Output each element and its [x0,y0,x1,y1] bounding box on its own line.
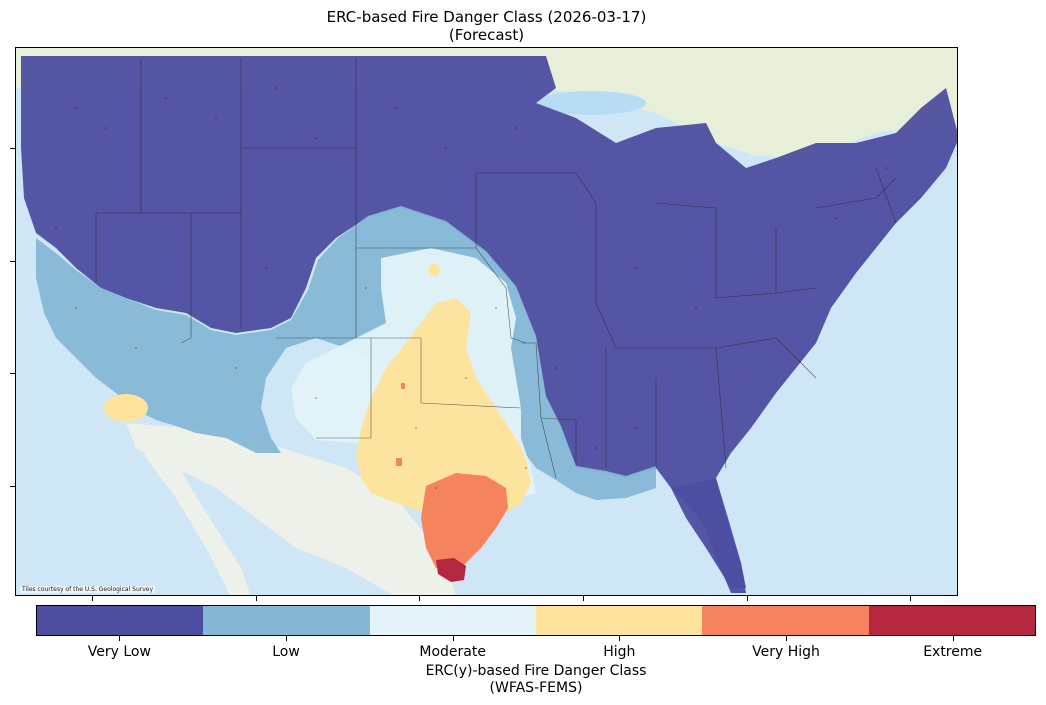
mexico-land [126,423,456,595]
florida-very-low [671,478,746,593]
legend-label-high: High [603,644,636,660]
legend-tick [286,636,287,641]
state-borders [95,58,897,479]
legend-swatch-moderate [369,606,536,635]
fire-danger-map [16,48,957,595]
y-axis-tick [10,373,15,374]
y-axis-tick [10,261,15,262]
legend-label-moderate: Moderate [419,644,486,660]
class-extreme-region [436,558,466,582]
legend-title: ERC(y)-based Fire Danger Class (WFAS-FEM… [36,663,1036,697]
california-high-patch [104,394,148,422]
legend-title-line1: ERC(y)-based Fire Danger Class [425,663,647,679]
baja-land [136,428,251,595]
legend-tick [952,636,954,641]
y-axis-tick [10,486,15,487]
legend-swatch-very-high [702,606,869,635]
very-high-spot-2 [396,458,402,466]
class-very-high-region [421,473,508,573]
class-very-low-region [21,56,957,588]
very-high-spot-1 [401,383,405,389]
legend-swatch-very-low [37,606,204,635]
x-axis-tick [92,596,93,601]
legend-label-extreme: Extreme [923,644,983,660]
map-panel[interactable]: Tiles courtesy of the U.S. Geological Su… [15,47,958,596]
x-axis-tick [256,596,257,601]
legend-swatch-low [203,606,370,635]
x-axis-tick [419,596,420,601]
legend-tick [119,636,121,641]
legend-colorbar [36,605,1036,636]
legend-label-very-low: Very Low [87,644,151,660]
legend-tick [452,636,454,641]
y-axis-tick [10,148,15,149]
legend-label-low: Low [272,644,300,660]
map-attribution: Tiles courtesy of the U.S. Geological Su… [20,586,156,593]
legend-title-line2: (WFAS-FEMS) [489,680,583,696]
lake-superior [536,91,646,115]
legend-swatch-extreme [868,606,1035,635]
x-axis-tick [583,596,584,601]
map-title-line1: ERC-based Fire Danger Class (2026-03-17) [326,8,647,26]
kansas-high-spot [428,264,440,276]
legend-tick [786,636,787,641]
map-title: ERC-based Fire Danger Class (2026-03-17)… [0,8,973,44]
x-axis-tick [910,596,911,601]
legend-swatch-high [535,606,703,635]
map-title-line2: (Forecast) [448,26,525,44]
legend-label-very-high: Very High [752,644,820,660]
legend-tick [619,636,621,641]
x-axis-tick [747,596,748,601]
